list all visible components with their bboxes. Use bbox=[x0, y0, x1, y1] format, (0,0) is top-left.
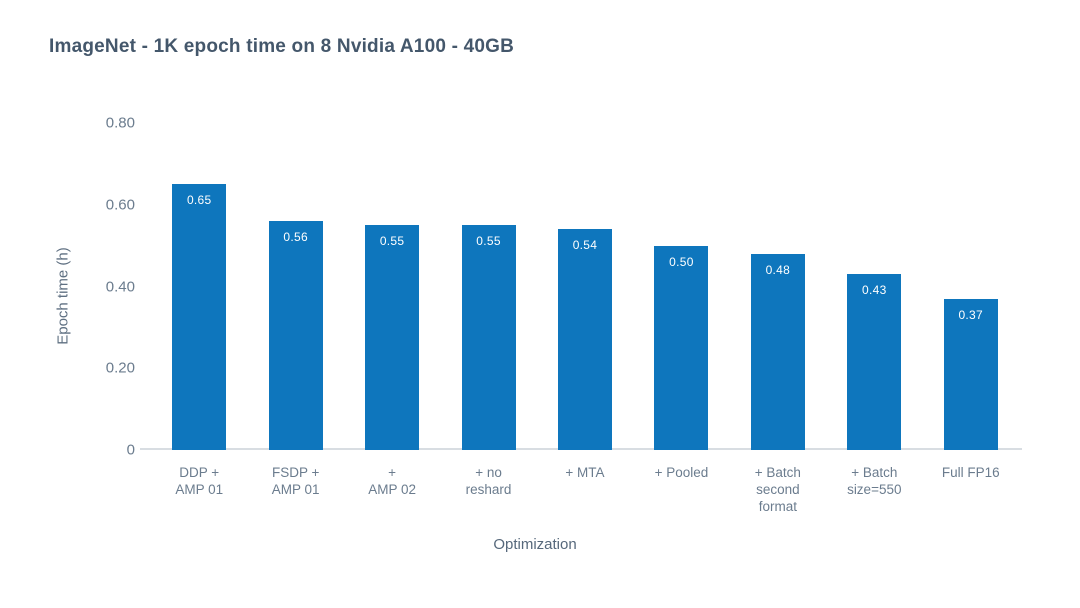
bar: 0.50 bbox=[654, 245, 709, 450]
x-tick-label: + AMP 02 bbox=[368, 465, 416, 497]
bar-value-label: 0.55 bbox=[476, 234, 501, 249]
bar-value-label: 0.56 bbox=[283, 230, 308, 245]
bar-column: 0.55 bbox=[440, 123, 536, 450]
x-tick-label: + Batch second format bbox=[754, 465, 801, 514]
x-axis-labels: DDP + AMP 01 FSDP + AMP 01 + AMP 02 + no re… bbox=[151, 464, 1019, 515]
bar-value-label: 0.54 bbox=[572, 238, 598, 253]
bar-column: 0.56 bbox=[247, 123, 343, 450]
bar-value-label: 0.65 bbox=[186, 193, 212, 208]
bar: 0.43 bbox=[847, 274, 902, 450]
bar-value-label: 0.48 bbox=[765, 262, 791, 277]
bar: 0.55 bbox=[461, 225, 516, 450]
bar-column: 0.54 bbox=[537, 123, 633, 450]
x-tick-label: + Batch size=550 bbox=[847, 465, 902, 497]
y-axis-ticks: 0 0.20 0.40 0.60 0.80 bbox=[0, 116, 135, 458]
bar: 0.48 bbox=[750, 253, 805, 450]
x-tick-label: + no reshard bbox=[465, 465, 512, 497]
bar: 0.37 bbox=[943, 298, 998, 450]
x-tick-label: FSDP + AMP 01 bbox=[271, 465, 320, 497]
y-tick-label: 0 bbox=[126, 441, 135, 459]
bar: 0.65 bbox=[172, 184, 227, 450]
bar: 0.56 bbox=[268, 221, 323, 450]
chart-title: ImageNet - 1K epoch time on 8 Nvidia A10… bbox=[49, 36, 515, 57]
y-tick-label: 0.40 bbox=[105, 278, 135, 295]
y-tick-label: 0.80 bbox=[105, 114, 135, 132]
bar-value-label: 0.50 bbox=[669, 254, 694, 269]
bar-column: 0.48 bbox=[730, 123, 826, 450]
bar-value-label: 0.37 bbox=[958, 307, 983, 322]
bar: 0.55 bbox=[365, 225, 420, 450]
bar-column: 0.37 bbox=[923, 123, 1019, 450]
y-tick-label: 0.60 bbox=[105, 196, 135, 214]
bar-value-label: 0.55 bbox=[379, 234, 405, 249]
x-tick-label: DDP + AMP 01 bbox=[175, 465, 224, 497]
bar-value-label: 0.43 bbox=[862, 283, 887, 298]
x-tick-label: + Pooled bbox=[654, 465, 709, 480]
x-axis-title: Optimization bbox=[493, 536, 577, 553]
bar-column: 0.65 bbox=[151, 123, 247, 450]
bar: 0.54 bbox=[557, 229, 612, 450]
bar-column: 0.55 bbox=[344, 123, 440, 450]
bar-column: 0.50 bbox=[633, 123, 729, 450]
x-tick-label: + MTA bbox=[565, 465, 605, 480]
x-tick-label: Full FP16 bbox=[941, 465, 1000, 480]
bars-container: 0.65 0.56 0.55 0.55 0.54 0.50 0.48 0.43 0.37 bbox=[151, 123, 1019, 450]
bar-column: 0.43 bbox=[826, 123, 922, 450]
y-tick-label: 0.20 bbox=[105, 359, 135, 377]
